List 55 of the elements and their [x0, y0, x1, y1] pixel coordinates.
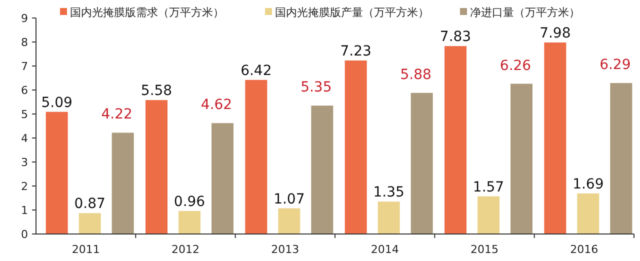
data-label: 7.23: [340, 43, 372, 60]
data-label: 0.96: [174, 194, 206, 210]
legend-label: 净进口量（万平方米）: [470, 6, 580, 19]
data-label: 1.35: [373, 184, 404, 201]
bar: [410, 92, 433, 234]
bar: [478, 196, 500, 234]
data-label: 5.88: [400, 66, 432, 83]
y-tick-label: 8: [21, 36, 28, 49]
x-tick-label: 2016: [570, 243, 598, 256]
bar: [510, 84, 532, 234]
bar: [212, 123, 234, 234]
x-tick-label: 2015: [470, 243, 498, 256]
data-label: 1.07: [274, 191, 305, 208]
bar: [278, 208, 300, 234]
y-tick-label: 7: [21, 60, 28, 73]
bar: [46, 112, 68, 234]
data-label: 6.29: [600, 57, 631, 74]
x-tick-label: 2012: [172, 243, 200, 256]
data-label: 0.87: [74, 196, 106, 212]
y-tick-label: 5: [21, 108, 28, 121]
legend-label: 国内光掩膜版需求（万平方米）: [70, 6, 224, 19]
y-tick-label: 4: [21, 132, 28, 145]
bar: [444, 46, 466, 234]
x-tick-label: 2011: [72, 243, 100, 256]
y-tick-label: 0: [21, 228, 28, 241]
bar: [344, 60, 367, 234]
data-label: 7.98: [540, 25, 571, 42]
y-tick-label: 2: [21, 180, 28, 193]
bar: [112, 132, 134, 234]
legend-label: 国内光掩膜版产量（万平方米）: [275, 6, 429, 19]
data-label: 1.69: [572, 176, 604, 192]
bar: [610, 83, 632, 234]
data-label: 1.57: [472, 179, 504, 196]
bar: [378, 202, 400, 234]
y-tick-label: 3: [21, 156, 28, 169]
y-tick-label: 9: [21, 12, 28, 25]
y-tick-label: 6: [21, 84, 28, 97]
bar: [245, 80, 268, 234]
bar: [577, 193, 600, 234]
data-label: 6.26: [500, 58, 532, 74]
data-label: 4.62: [200, 97, 232, 114]
bar: [544, 42, 566, 234]
bar: [178, 210, 200, 234]
data-label: 5.35: [300, 80, 332, 96]
data-label: 7.83: [440, 29, 472, 46]
data-label: 6.42: [240, 62, 272, 79]
bar: [146, 100, 168, 234]
bar: [311, 106, 334, 234]
data-label: 5.58: [140, 83, 172, 100]
data-label: 5.09: [41, 94, 72, 111]
x-tick-label: 2013: [271, 243, 300, 256]
data-label: 4.22: [101, 106, 132, 123]
bar: [78, 213, 101, 234]
x-tick-label: 2014: [370, 243, 399, 256]
y-tick-label: 1: [21, 204, 28, 217]
